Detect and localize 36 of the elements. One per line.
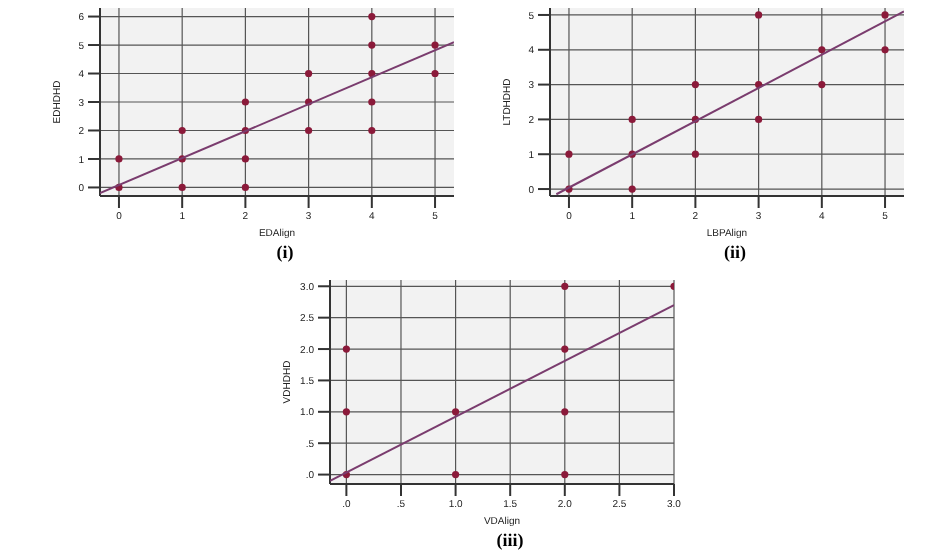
point	[561, 345, 569, 353]
point	[431, 69, 439, 78]
point	[368, 41, 376, 49]
point	[305, 126, 313, 135]
point	[431, 41, 439, 49]
point	[368, 12, 376, 21]
point	[305, 69, 313, 78]
point	[368, 98, 376, 106]
point	[342, 345, 350, 353]
point	[241, 98, 249, 106]
point	[818, 46, 826, 54]
point	[241, 183, 249, 192]
point	[342, 408, 350, 416]
point	[178, 183, 186, 192]
point	[628, 185, 636, 193]
point	[565, 150, 573, 158]
point	[115, 155, 123, 163]
point	[755, 115, 763, 124]
point	[691, 150, 699, 158]
point	[451, 470, 460, 479]
point	[451, 408, 460, 416]
point	[178, 126, 186, 135]
point	[881, 46, 889, 54]
point	[691, 80, 699, 89]
text: (ii)	[722, 240, 748, 264]
point	[881, 11, 889, 19]
point	[561, 282, 569, 290]
point	[628, 115, 636, 124]
point	[818, 80, 826, 89]
point	[561, 470, 569, 479]
text: (iii)	[494, 528, 526, 552]
point	[241, 155, 249, 163]
point	[561, 408, 569, 416]
point	[755, 11, 763, 19]
text: (i)	[274, 240, 296, 264]
point	[368, 126, 376, 135]
